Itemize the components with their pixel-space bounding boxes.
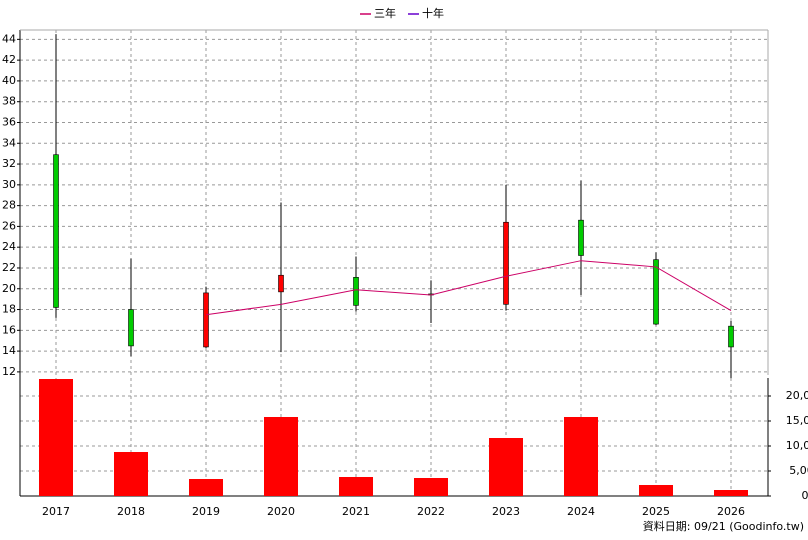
volume-bar <box>639 485 673 496</box>
y-tick-label: 14 <box>2 344 16 357</box>
y2-tick-label: 5,000 <box>789 464 808 477</box>
y-tick-label: 18 <box>2 303 16 316</box>
y2-tick-label: 20,000 <box>786 389 808 402</box>
y-tick-label: 12 <box>2 365 16 378</box>
y-tick-label: 40 <box>2 74 16 87</box>
volume-bar <box>714 490 748 496</box>
x-tick-label: 2017 <box>42 505 70 518</box>
candle-body <box>203 292 209 348</box>
x-tick-label: 2018 <box>117 505 145 518</box>
y-tick-label: 22 <box>2 261 16 274</box>
volume-bar <box>264 417 298 496</box>
y2-tick-label: 0 <box>802 489 808 502</box>
footer: 資料日期: 09/21 (Goodinfo.tw) <box>643 519 804 533</box>
volume-bar <box>39 379 73 496</box>
y2-tick-label: 10,000 <box>786 439 808 452</box>
legend-label: 三年 <box>374 6 396 20</box>
y-tick-label: 34 <box>2 136 16 149</box>
x-tick-label: 2023 <box>492 505 520 518</box>
y-tick-label: 36 <box>2 115 16 128</box>
y-tick-label: 42 <box>2 53 16 66</box>
x-tick-label: 2025 <box>642 505 670 518</box>
x-tick-label: 2020 <box>267 505 295 518</box>
volume-bar <box>114 452 148 496</box>
line-series <box>205 260 732 316</box>
candle-body <box>578 219 584 256</box>
x-tick-label: 2019 <box>192 505 220 518</box>
candle-body <box>128 309 134 347</box>
candle-body <box>53 154 59 308</box>
x-tick-label: 2026 <box>717 505 745 518</box>
candle-body <box>503 221 509 305</box>
candle-body <box>353 277 359 306</box>
candle-body <box>653 259 659 325</box>
x-tick-label: 2022 <box>417 505 445 518</box>
x-tick-label: 2024 <box>567 505 595 518</box>
y-tick-label: 16 <box>2 323 16 336</box>
y-tick-label: 44 <box>2 32 16 45</box>
y-tick-label: 32 <box>2 157 16 170</box>
y-tick-label: 38 <box>2 95 16 108</box>
y-tick-label: 20 <box>2 282 16 295</box>
y-tick-label: 26 <box>2 219 16 232</box>
volume-bar <box>414 478 448 496</box>
volume-bar <box>564 417 598 496</box>
volume-bar <box>489 438 523 496</box>
x-tick-label: 2021 <box>342 505 370 518</box>
legend-label: 十年 <box>422 6 444 20</box>
y-tick-label: 24 <box>2 240 16 253</box>
y2-tick-label: 15,000 <box>786 414 808 427</box>
y-tick-label: 28 <box>2 199 16 212</box>
candle-body <box>728 325 734 348</box>
y-tick-label: 30 <box>2 178 16 191</box>
candle-body <box>278 274 284 293</box>
volume-bar <box>339 477 373 496</box>
volume-bar <box>189 479 223 496</box>
